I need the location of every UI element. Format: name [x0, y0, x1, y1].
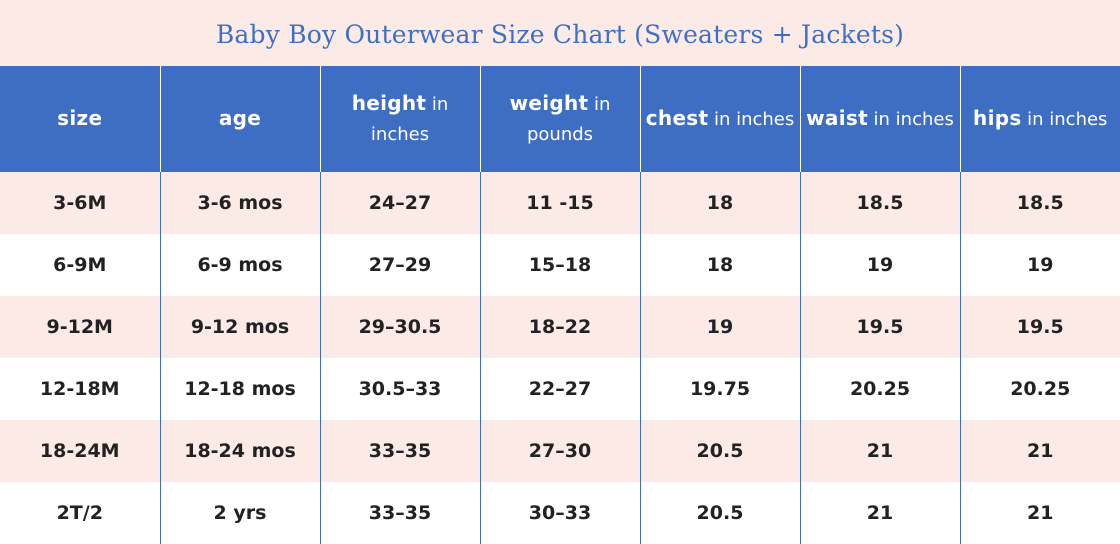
cell-hips: 19 [959, 234, 1120, 296]
header-hips: hips in inches [959, 66, 1120, 172]
cell-size: 18-24M [0, 420, 161, 482]
cell-height: 33–35 [319, 482, 481, 544]
header-waist: waist in inches [799, 66, 961, 172]
table-row: 9-12M 9-12 mos 29–30.5 18–22 19 19.5 19.… [0, 296, 1120, 358]
cell-chest: 20.5 [639, 482, 801, 544]
table-row: 3-6M 3-6 mos 24–27 11 -15 18 18.5 18.5 [0, 172, 1120, 234]
cell-height: 33–35 [319, 420, 481, 482]
cell-size: 12-18M [0, 358, 161, 420]
cell-size: 3-6M [0, 172, 161, 234]
header-weight: weight in pounds [479, 66, 641, 172]
cell-size: 9-12M [0, 296, 161, 358]
cell-weight: 27–30 [479, 420, 641, 482]
cell-waist: 20.25 [799, 358, 961, 420]
cell-height: 29–30.5 [319, 296, 481, 358]
cell-chest: 18 [639, 172, 801, 234]
header-chest: chest in inches [639, 66, 801, 172]
cell-weight: 18–22 [479, 296, 641, 358]
cell-chest: 19.75 [639, 358, 801, 420]
table-row: 18-24M 18-24 mos 33–35 27–30 20.5 21 21 [0, 420, 1120, 482]
cell-waist: 21 [799, 482, 961, 544]
cell-hips: 19.5 [959, 296, 1120, 358]
cell-age: 18-24 mos [159, 420, 321, 482]
cell-age: 12-18 mos [159, 358, 321, 420]
cell-waist: 19.5 [799, 296, 961, 358]
cell-waist: 21 [799, 420, 961, 482]
cell-hips: 21 [959, 420, 1120, 482]
cell-weight: 15–18 [479, 234, 641, 296]
size-table: size age height in inches weight in poun… [0, 66, 1120, 544]
cell-size: 2T/2 [0, 482, 161, 544]
table-row: 12-18M 12-18 mos 30.5–33 22–27 19.75 20.… [0, 358, 1120, 420]
cell-chest: 20.5 [639, 420, 801, 482]
cell-hips: 20.25 [959, 358, 1120, 420]
cell-waist: 19 [799, 234, 961, 296]
header-age: age [159, 66, 321, 172]
header-height: height in inches [319, 66, 481, 172]
cell-age: 6-9 mos [159, 234, 321, 296]
cell-age: 9-12 mos [159, 296, 321, 358]
table-row: 2T/2 2 yrs 33–35 30–33 20.5 21 21 [0, 482, 1120, 544]
cell-height: 30.5–33 [319, 358, 481, 420]
cell-weight: 30–33 [479, 482, 641, 544]
cell-weight: 22–27 [479, 358, 641, 420]
cell-height: 24–27 [319, 172, 481, 234]
cell-weight: 11 -15 [479, 172, 641, 234]
cell-chest: 19 [639, 296, 801, 358]
header-row: size age height in inches weight in poun… [0, 66, 1120, 172]
cell-hips: 21 [959, 482, 1120, 544]
table-row: 6-9M 6-9 mos 27–29 15–18 18 19 19 [0, 234, 1120, 296]
cell-age: 2 yrs [159, 482, 321, 544]
cell-age: 3-6 mos [159, 172, 321, 234]
cell-height: 27–29 [319, 234, 481, 296]
cell-size: 6-9M [0, 234, 161, 296]
cell-chest: 18 [639, 234, 801, 296]
chart-title: Baby Boy Outerwear Size Chart (Sweaters … [215, 19, 905, 49]
header-size: size [0, 66, 161, 172]
cell-hips: 18.5 [959, 172, 1120, 234]
cell-waist: 18.5 [799, 172, 961, 234]
